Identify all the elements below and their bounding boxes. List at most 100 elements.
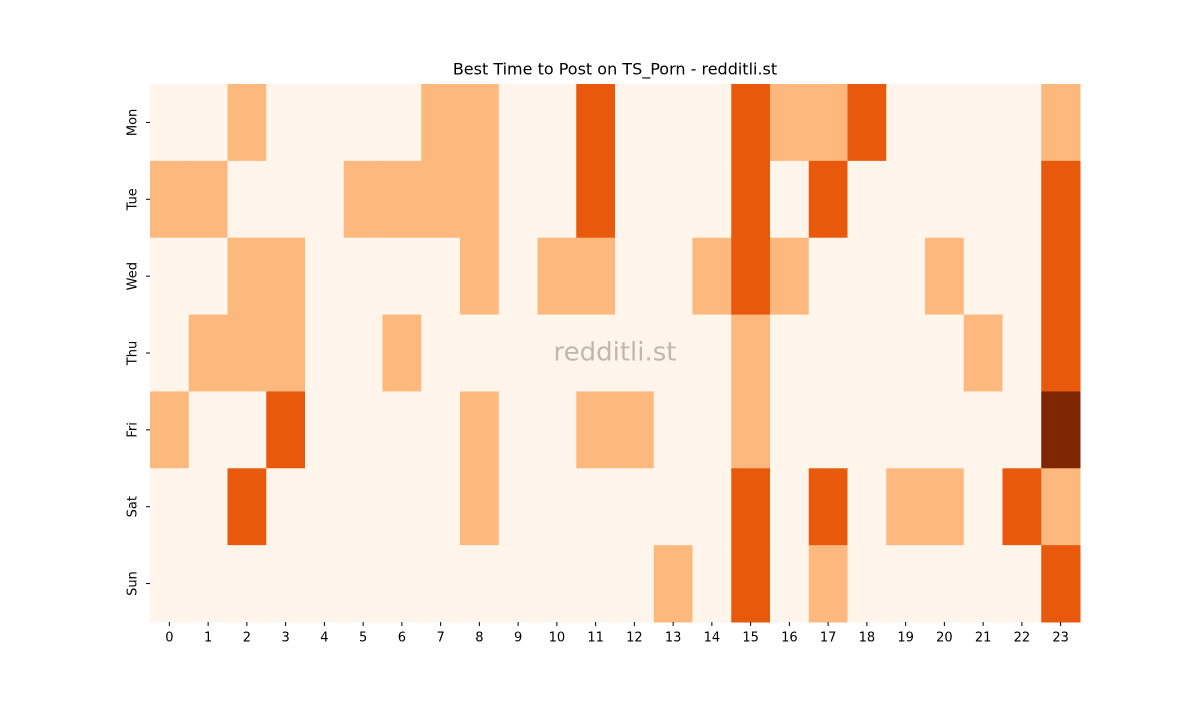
heatmap-cell (576, 391, 616, 469)
heatmap-cell (382, 314, 422, 392)
heatmap-cell (963, 545, 1003, 623)
heatmap-cell (847, 545, 887, 623)
heatmap-cell (653, 545, 693, 623)
heatmap-cell (615, 391, 655, 469)
heatmap-cell (615, 545, 655, 623)
x-tick-label: 4 (320, 631, 328, 646)
heatmap-cell (227, 545, 267, 623)
heatmap-cell (382, 391, 422, 469)
heatmap-cell (460, 84, 500, 162)
heatmap-cell (421, 545, 461, 623)
heatmap-cell (731, 160, 771, 239)
x-tick-label: 18 (859, 631, 876, 646)
heatmap-cell (460, 160, 500, 239)
heatmap-cell (731, 237, 771, 316)
heatmap-cell (537, 314, 577, 392)
x-tick-label: 14 (704, 631, 721, 646)
heatmap-cell (847, 314, 887, 392)
heatmap-cell (188, 468, 228, 546)
y-tick-label: Sun (126, 571, 141, 596)
heatmap-cell (382, 160, 422, 239)
heatmap-cell (150, 237, 190, 316)
heatmap-cell (498, 160, 538, 239)
heatmap-cells (150, 84, 1081, 623)
heatmap-cell (421, 391, 461, 469)
heatmap-cell (615, 84, 655, 162)
y-tick-label: Wed (126, 262, 141, 290)
heatmap-cell (692, 545, 732, 623)
y-tick-label: Mon (126, 109, 141, 136)
x-tick-label: 5 (359, 631, 367, 646)
heatmap-cell (150, 160, 190, 239)
heatmap-cell (808, 84, 848, 162)
heatmap-cell (1041, 84, 1081, 162)
heatmap-cell (925, 237, 965, 316)
x-tick-label: 0 (165, 631, 173, 646)
heatmap-cell (305, 84, 345, 162)
heatmap-cell (963, 84, 1003, 162)
heatmap-cell (266, 468, 306, 546)
heatmap-cell (770, 468, 810, 546)
heatmap-cell (576, 545, 616, 623)
heatmap-cell (925, 160, 965, 239)
heatmap-cell (1041, 160, 1081, 239)
heatmap-cell (847, 84, 887, 162)
heatmap-cell (343, 237, 383, 316)
watermark: redditli.st (554, 338, 677, 368)
x-tick-label: 15 (742, 631, 759, 646)
heatmap-cell (421, 237, 461, 316)
heatmap-cell (421, 314, 461, 392)
heatmap-cell (692, 468, 732, 546)
heatmap-cell (731, 314, 771, 392)
heatmap-cell (692, 237, 732, 316)
heatmap-cell (808, 391, 848, 469)
x-tick-label: 7 (436, 631, 444, 646)
heatmap-cell (963, 237, 1003, 316)
y-tick-label: Sat (126, 496, 141, 517)
heatmap-cell (653, 160, 693, 239)
heatmap-cell (615, 237, 655, 316)
x-tick-label: 22 (1014, 631, 1031, 646)
heatmap-cell (266, 391, 306, 469)
heatmap-cell (537, 84, 577, 162)
heatmap-cell (498, 391, 538, 469)
x-tick-label: 8 (475, 631, 483, 646)
heatmap-cell (343, 84, 383, 162)
x-tick-label: 20 (936, 631, 953, 646)
heatmap-cell (886, 314, 926, 392)
heatmap-cell (150, 84, 190, 162)
heatmap-cell (731, 468, 771, 546)
heatmap-cell (421, 468, 461, 546)
heatmap-cell (925, 84, 965, 162)
heatmap-cell (188, 314, 228, 392)
heatmap-cell (653, 314, 693, 392)
heatmap-cell (963, 314, 1003, 392)
heatmap-cell (808, 314, 848, 392)
heatmap-cell (731, 391, 771, 469)
heatmap-cell (576, 468, 616, 546)
heatmap-cell (537, 237, 577, 316)
heatmap-cell (343, 468, 383, 546)
heatmap-cell (731, 84, 771, 162)
heatmap-cell (498, 545, 538, 623)
heatmap-cell (227, 468, 267, 546)
x-tick-label: 17 (820, 631, 837, 646)
heatmap-cell (343, 391, 383, 469)
heatmap-cell (537, 391, 577, 469)
x-tick-label: 12 (626, 631, 643, 646)
heatmap-cell (227, 237, 267, 316)
heatmap-cell (227, 391, 267, 469)
heatmap-cell (498, 237, 538, 316)
heatmap-cell (1041, 468, 1081, 546)
heatmap-cell (266, 237, 306, 316)
heatmap-cell (305, 468, 345, 546)
heatmap-cell (498, 84, 538, 162)
heatmap-cell (963, 391, 1003, 469)
heatmap-cell (653, 468, 693, 546)
heatmap-cell (1002, 391, 1042, 469)
heatmap-cell (615, 160, 655, 239)
heatmap-cell (1002, 84, 1042, 162)
heatmap-cell (925, 468, 965, 546)
heatmap-cell (886, 160, 926, 239)
